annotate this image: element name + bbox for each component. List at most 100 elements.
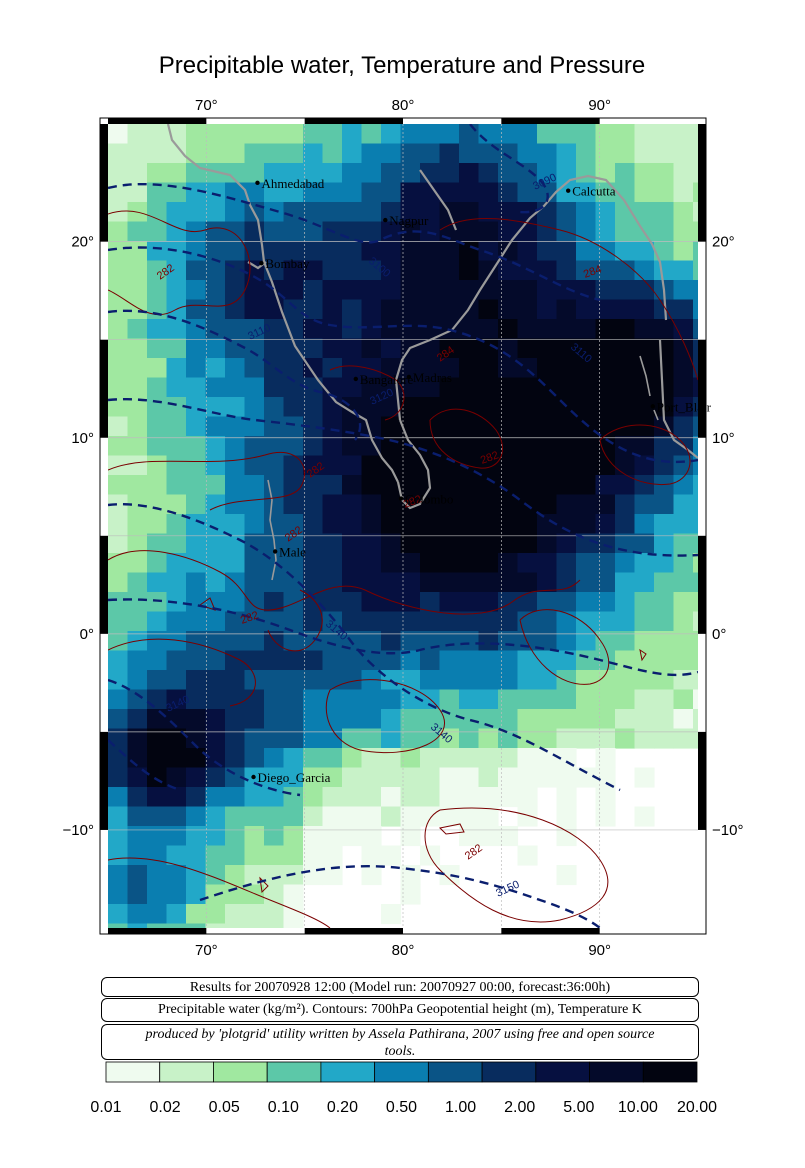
pw-cell — [342, 143, 363, 164]
pw-cell — [400, 553, 421, 574]
pw-cell — [595, 241, 616, 262]
pw-cell — [478, 806, 499, 827]
pw-cell — [556, 143, 577, 164]
pw-cell — [186, 689, 207, 710]
pw-cell — [166, 865, 187, 886]
pw-cell — [517, 143, 538, 164]
pw-cell — [556, 241, 577, 262]
pw-cell — [264, 611, 285, 632]
pw-cell — [498, 650, 519, 671]
city-marker — [272, 549, 278, 554]
pw-cell — [693, 319, 698, 340]
pw-cell — [556, 280, 577, 301]
pw-cell — [108, 865, 129, 886]
pw-cell — [108, 611, 129, 632]
pw-cell — [361, 260, 382, 281]
pw-cell — [420, 436, 441, 457]
pw-cell — [537, 533, 558, 554]
pw-cell — [420, 358, 441, 379]
pw-cell — [322, 416, 343, 437]
pw-cell — [303, 494, 324, 515]
pw-cell — [615, 280, 636, 301]
pw-cell — [147, 611, 168, 632]
lat-tick-label-right: 0° — [712, 626, 726, 643]
pw-cell — [147, 709, 168, 730]
pw-cell — [693, 163, 698, 184]
pw-cell — [673, 650, 694, 671]
pw-cell — [498, 377, 519, 398]
pw-cell — [459, 650, 480, 671]
pw-cell — [478, 767, 499, 788]
lat-tick-label-left: −10° — [63, 822, 94, 839]
pw-cell — [400, 592, 421, 613]
pw-cell — [166, 748, 187, 769]
pw-cell — [147, 572, 168, 593]
pw-cell — [439, 631, 460, 652]
pw-cell — [283, 787, 304, 808]
pw-cell — [693, 533, 698, 554]
pw-cell — [439, 475, 460, 496]
pw-cell — [166, 182, 187, 203]
pw-cell — [166, 533, 187, 554]
pw-cell — [205, 631, 226, 652]
pw-cell — [400, 514, 421, 535]
pw-cell — [303, 650, 324, 671]
pw-cell — [166, 338, 187, 359]
pw-cell — [459, 494, 480, 515]
pw-cell — [381, 728, 402, 749]
pw-cell — [244, 826, 265, 847]
pw-cell — [108, 416, 129, 437]
pw-cell — [205, 299, 226, 320]
pw-cell — [342, 377, 363, 398]
pw-cell — [225, 533, 246, 554]
pw-cell — [322, 124, 343, 145]
pw-cell — [693, 143, 698, 164]
pw-cell — [147, 689, 168, 710]
pw-cell — [478, 670, 499, 691]
pw-cell — [108, 748, 129, 769]
pw-cell — [127, 923, 148, 928]
pw-cell — [420, 572, 441, 593]
pw-cell — [322, 455, 343, 476]
pw-cell — [205, 904, 226, 925]
pw-cell — [108, 728, 129, 749]
pw-cell — [108, 806, 129, 827]
pw-cell — [244, 299, 265, 320]
pw-cell — [459, 397, 480, 418]
pw-cell — [459, 143, 480, 164]
pw-cell — [244, 650, 265, 671]
frame-segment — [100, 731, 108, 830]
pw-cell — [634, 553, 655, 574]
colorbar-swatch — [589, 1061, 644, 1083]
pw-cell — [517, 280, 538, 301]
pw-cell — [381, 436, 402, 457]
pw-cell — [400, 260, 421, 281]
pw-cell — [186, 748, 207, 769]
pw-cell — [576, 436, 597, 457]
credit-info-box: produced by 'plotgrid' utility written b… — [101, 1024, 699, 1060]
pw-cell — [342, 650, 363, 671]
pw-cell — [361, 689, 382, 710]
pw-cell — [205, 592, 226, 613]
pw-cell — [556, 767, 577, 788]
pw-cell — [147, 650, 168, 671]
pw-cell — [478, 143, 499, 164]
pw-cell — [400, 689, 421, 710]
pw-cell — [615, 475, 636, 496]
pw-cell — [264, 221, 285, 242]
pw-cell — [693, 553, 698, 574]
pw-cell — [186, 884, 207, 905]
pw-cell — [361, 397, 382, 418]
pw-cell — [205, 689, 226, 710]
pw-cell — [615, 319, 636, 340]
pw-cell — [186, 631, 207, 652]
pw-cell — [615, 514, 636, 535]
pw-cell — [420, 397, 441, 418]
pw-cell — [654, 650, 675, 671]
pw-cell — [537, 650, 558, 671]
pw-cell — [537, 689, 558, 710]
pw-cell — [673, 260, 694, 281]
pw-cell — [283, 611, 304, 632]
pw-cell — [439, 163, 460, 184]
variables-text: Precipitable water (kg/m²). Contours: 70… — [158, 1002, 642, 1017]
